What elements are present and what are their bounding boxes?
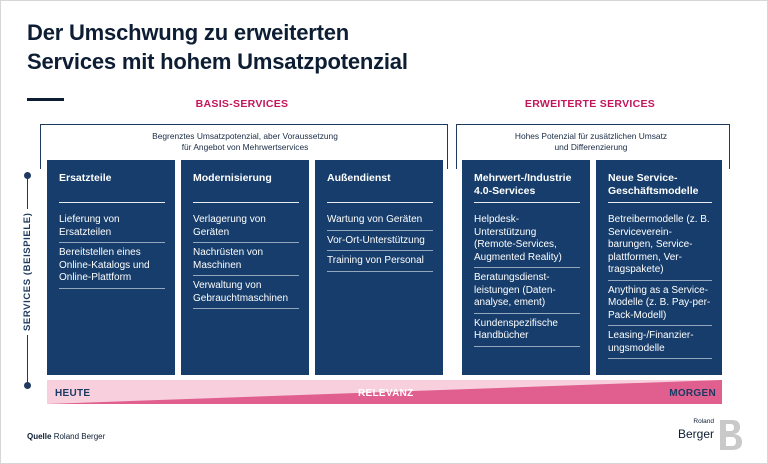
box-heading: Außendienst <box>327 172 391 184</box>
box-divider <box>193 202 299 203</box>
box-item: Kundenspezifische Handbücher <box>474 318 580 347</box>
box-item: Bereitstellen eines Online-Katalogs und … <box>59 247 165 289</box>
service-box-modernisierung: Modernisierung Verlagerung von Geräten N… <box>181 160 309 375</box>
title-line-1: Der Umschwung zu erweiterten <box>27 20 350 45</box>
box-item: Leasing-/Finanzier-ungsmodelle <box>608 330 712 359</box>
box-item: Verlagerung von Geräten <box>193 214 299 243</box>
service-box-aussendienst: Außendienst Wartung von Geräten Vor-Ort-… <box>315 160 443 375</box>
box-heading: Modernisierung <box>193 172 272 184</box>
box-item: Nachrüsten von Maschinen <box>193 247 299 276</box>
title-underline <box>27 98 64 101</box>
relevance-label-left: HEUTE <box>55 388 91 399</box>
relevance-label-right: MORGEN <box>669 388 716 399</box>
logo-text-main: Berger <box>677 427 714 441</box>
box-heading: Mehrwert-/Industrie 4.0-Services <box>474 172 572 197</box>
side-axis-dot-bottom <box>24 382 31 389</box>
source-label: Quelle <box>27 432 52 441</box>
bracket-note-erweitert: Hohes Potenzial für zusätzlichen Umsatz … <box>486 131 696 152</box>
box-item: Anything as a Service-Modelle (z. B. Pay… <box>608 285 712 326</box>
side-axis-label: SERVICES (BEISPIELE) <box>22 208 33 335</box>
box-heading: Neue Service- Geschäftsmodelle <box>608 172 699 197</box>
title-line-2: Services mit hohem Umsatzpotenzial <box>27 49 408 74</box>
source-value: Roland Berger <box>53 432 106 441</box>
box-divider <box>608 202 712 203</box>
box-item: Beratungsdienst-leistungen (Daten-analys… <box>474 272 580 314</box>
box-item: Helpdesk-Unterstützung (Remote-Services,… <box>474 214 580 268</box>
box-item: Training von Personal <box>327 255 433 272</box>
box-heading: Ersatzteile <box>59 172 112 184</box>
group-title-erweitert: ERWEITERTE SERVICES <box>524 98 656 110</box>
relevance-bar: HEUTE RELEVANZ MORGEN <box>47 380 722 404</box>
box-divider <box>59 202 165 203</box>
service-box-ersatzteile: Ersatzteile Lieferung von Ersatzteilen B… <box>47 160 175 375</box>
service-box-mehrwert: Mehrwert-/Industrie 4.0-Services Helpdes… <box>462 160 590 375</box>
service-box-geschaeftsmodelle: Neue Service- Geschäftsmodelle Betreiber… <box>596 160 722 375</box>
box-item: Wartung von Geräten <box>327 214 433 231</box>
box-divider <box>327 202 433 203</box>
box-item: Verwaltung von Gebrauchtmaschinen <box>193 280 299 309</box>
roland-berger-logo: Roland Berger <box>678 418 744 452</box>
bracket-basis <box>40 124 448 169</box>
box-item: Betreibermodelle (z. B. Serviceverein-ba… <box>608 214 712 281</box>
source-note: Quelle Roland Berger <box>27 432 105 441</box>
bracket-erweitert <box>456 124 730 169</box>
logo-text-small: Roland <box>693 418 714 425</box>
group-title-basis: BASIS-SERVICES <box>195 98 289 110</box>
box-divider <box>474 202 580 203</box>
side-axis-dot-top <box>24 172 31 179</box>
logo-b-mark-icon <box>720 420 742 450</box>
relevance-wedge <box>47 380 722 404</box>
box-item: Vor-Ort-Unterstützung <box>327 235 433 251</box>
bracket-note-basis: Begrenztes Umsatzpotenzial, aber Vorauss… <box>120 131 370 152</box>
page-title: Der Umschwung zu erweiterten Services mi… <box>27 18 547 76</box>
box-item: Lieferung von Ersatzteilen <box>59 214 165 243</box>
relevance-label-middle: RELEVANZ <box>358 388 414 399</box>
